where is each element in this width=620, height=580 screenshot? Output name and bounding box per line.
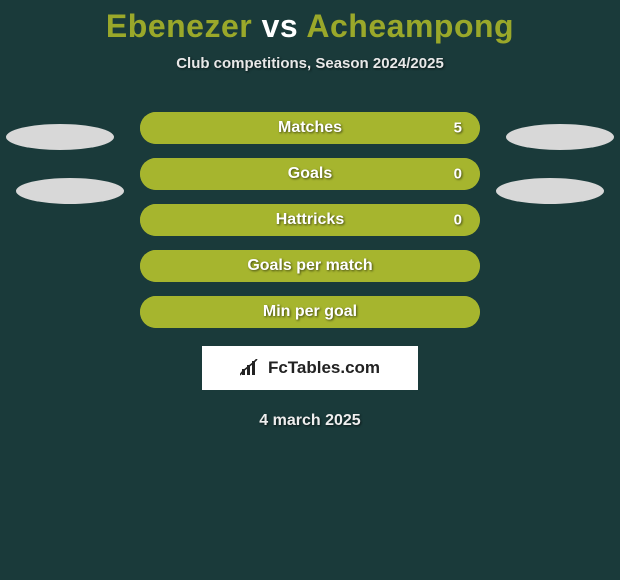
stat-value-right: 0 <box>454 212 462 229</box>
stat-bar: Matches <box>140 112 480 144</box>
stat-bar: Goals per match <box>140 250 480 282</box>
stat-row: Min per goal <box>0 296 620 328</box>
stat-label: Matches <box>278 119 342 137</box>
stat-row: Goals per match <box>0 250 620 282</box>
logo-box: FcTables.com <box>202 346 418 390</box>
player1-name: Ebenezer <box>106 8 252 44</box>
bar-chart-icon <box>240 359 262 377</box>
stat-bar: Min per goal <box>140 296 480 328</box>
subtitle: Club competitions, Season 2024/2025 <box>176 55 444 72</box>
stat-label: Hattricks <box>276 211 344 229</box>
stat-bar: Goals <box>140 158 480 190</box>
stat-row: Goals 0 <box>0 158 620 190</box>
stat-label: Min per goal <box>263 303 357 321</box>
logo-text: FcTables.com <box>268 358 380 378</box>
player2-name: Acheampong <box>306 8 514 44</box>
stat-value-right: 5 <box>454 120 462 137</box>
stat-row: Matches 5 <box>0 112 620 144</box>
date-text: 4 march 2025 <box>259 412 360 430</box>
stat-label: Goals <box>288 165 332 183</box>
page-title: Ebenezer vs Acheampong <box>106 8 514 45</box>
stats-list: Matches 5 Goals 0 Hattricks 0 Goals per match M… <box>0 112 620 328</box>
vs-text: vs <box>262 8 299 44</box>
stat-bar: Hattricks <box>140 204 480 236</box>
stat-value-right: 0 <box>454 166 462 183</box>
stat-label: Goals per match <box>247 257 372 275</box>
comparison-card: Ebenezer vs Acheampong Club competitions… <box>0 0 620 430</box>
stat-row: Hattricks 0 <box>0 204 620 236</box>
